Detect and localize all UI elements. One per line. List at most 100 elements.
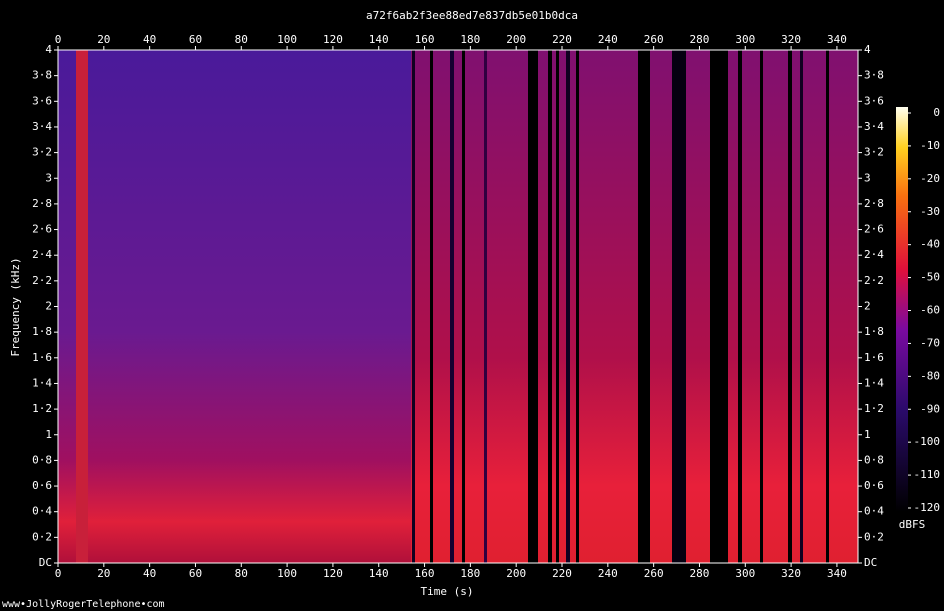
y-tick-label: 4 — [864, 43, 871, 56]
y-tick-label: 0·6 — [864, 479, 884, 492]
spectrogram-stripe — [760, 50, 763, 563]
x-tick-label: 0 — [55, 33, 62, 46]
spectrogram-stripe — [788, 50, 792, 563]
x-tick-label: 100 — [277, 33, 297, 46]
y-tick-label: 1·8 — [32, 325, 52, 338]
colorbar-tick-label: -60 — [920, 304, 940, 317]
spectrogram-region — [58, 50, 411, 563]
x-tick-label: 160 — [415, 567, 435, 580]
spectrogram-stripe — [710, 50, 728, 563]
x-tick-label: 320 — [781, 567, 801, 580]
y-tick-label: 1·4 — [32, 376, 52, 389]
spectrogram-stripe — [738, 50, 742, 563]
x-tick-label: 140 — [369, 33, 389, 46]
y-tick-label: 0·4 — [32, 505, 52, 518]
y-tick-label: 3·8 — [864, 69, 884, 82]
y-tick-label: 3·2 — [32, 146, 52, 159]
x-tick-label: 80 — [235, 567, 248, 580]
y-tick-label: 3·6 — [32, 94, 52, 107]
y-tick-label: 0·6 — [32, 479, 52, 492]
spectrogram-stripe — [528, 50, 538, 563]
spectrogram-stripe — [800, 50, 803, 563]
y-tick-label: 4 — [45, 43, 52, 56]
y-tick-label: 0·2 — [32, 530, 52, 543]
x-tick-label: 220 — [552, 33, 572, 46]
colorbar-tick-label: -30 — [920, 205, 940, 218]
spectrogram-stripe — [462, 50, 465, 563]
x-tick-label: 240 — [598, 33, 618, 46]
y-tick-label: 3 — [45, 171, 52, 184]
x-tick-label: 340 — [827, 567, 847, 580]
colorbar-tick-label: -10 — [920, 139, 940, 152]
y-tick-label: 2·4 — [32, 248, 52, 261]
x-tick-label: 40 — [143, 33, 156, 46]
y-tick-label: 1 — [864, 428, 871, 441]
y-tick-label: 3·2 — [864, 146, 884, 159]
spectrogram-band — [76, 50, 88, 563]
y-tick-label: 1·8 — [864, 325, 884, 338]
y-tick-label: 2·8 — [864, 197, 884, 210]
colorbar-label: dBFS — [899, 518, 926, 531]
x-tick-label: 20 — [97, 33, 110, 46]
y-tick-label: 1·4 — [864, 376, 884, 389]
y-tick-label: 2·6 — [864, 223, 884, 236]
x-tick-label: 280 — [690, 567, 710, 580]
x-tick-label: 60 — [189, 567, 202, 580]
footer: www•JollyRogerTelephone•com — [2, 599, 165, 610]
y-tick-label: 2 — [45, 300, 52, 313]
spectrogram-stripe — [548, 50, 552, 563]
chart-title: a72f6ab2f3ee88ed7e837db5e01b0dca — [366, 9, 578, 22]
x-tick-label: 60 — [189, 33, 202, 46]
y-tick-label: 3·4 — [864, 120, 884, 133]
colorbar-tick-label: -40 — [920, 238, 940, 251]
spectrogram-stripe — [638, 50, 650, 563]
y-tick-label: 1·6 — [32, 351, 52, 364]
x-tick-label: 180 — [460, 33, 480, 46]
spectrogram-stripe — [450, 50, 454, 563]
spectrogram-stripe — [484, 50, 487, 563]
x-tick-label: 160 — [415, 33, 435, 46]
colorbar-tick-label: 0 — [933, 106, 940, 119]
y-tick-label: 2·8 — [32, 197, 52, 210]
colorbar-tick-label: -120 — [914, 501, 941, 514]
x-tick-label: 40 — [143, 567, 156, 580]
y-axis-label: Frequency (kHz) — [9, 257, 22, 356]
colorbar-tick-label: -50 — [920, 271, 940, 284]
x-tick-label: 300 — [735, 567, 755, 580]
y-tick-label: 0·4 — [864, 505, 884, 518]
y-tick-label: 3·8 — [32, 69, 52, 82]
colorbar-tick-label: -20 — [920, 172, 940, 185]
x-tick-label: 140 — [369, 567, 389, 580]
x-tick-label: 180 — [460, 567, 480, 580]
y-tick-label: 2 — [864, 300, 871, 313]
y-tick-label: 3·4 — [32, 120, 52, 133]
x-tick-label: 200 — [506, 33, 526, 46]
colorbar — [896, 107, 908, 512]
colorbar-tick-label: -70 — [920, 336, 940, 349]
spectrogram-stripe — [672, 50, 686, 563]
x-tick-label: 340 — [827, 33, 847, 46]
spectrogram-stripe — [566, 50, 570, 563]
spectrogram-stripe — [556, 50, 559, 563]
y-tick-label: 2·2 — [864, 274, 884, 287]
spectrogram-stripe — [412, 50, 415, 563]
y-tick-label: 1·2 — [864, 402, 884, 415]
x-tick-label: 0 — [55, 567, 62, 580]
y-tick-label: 0·2 — [864, 530, 884, 543]
x-tick-label: 80 — [235, 33, 248, 46]
y-tick-label: 2·6 — [32, 223, 52, 236]
x-tick-label: 220 — [552, 567, 572, 580]
y-tick-label: 2·2 — [32, 274, 52, 287]
spectrogram-stripe — [430, 50, 433, 563]
y-tick-label: 1·2 — [32, 402, 52, 415]
spectrogram-stripe — [576, 50, 579, 563]
y-tick-label: 2·4 — [864, 248, 884, 261]
x-tick-label: 120 — [323, 33, 343, 46]
x-tick-label: 100 — [277, 567, 297, 580]
y-tick-label: 3 — [864, 171, 871, 184]
y-tick-label: DC — [39, 556, 52, 569]
y-tick-label: DC — [864, 556, 877, 569]
y-tick-label: 0·8 — [32, 453, 52, 466]
spectrogram-stripe — [826, 50, 829, 563]
colorbar-tick-label: -80 — [920, 369, 940, 382]
